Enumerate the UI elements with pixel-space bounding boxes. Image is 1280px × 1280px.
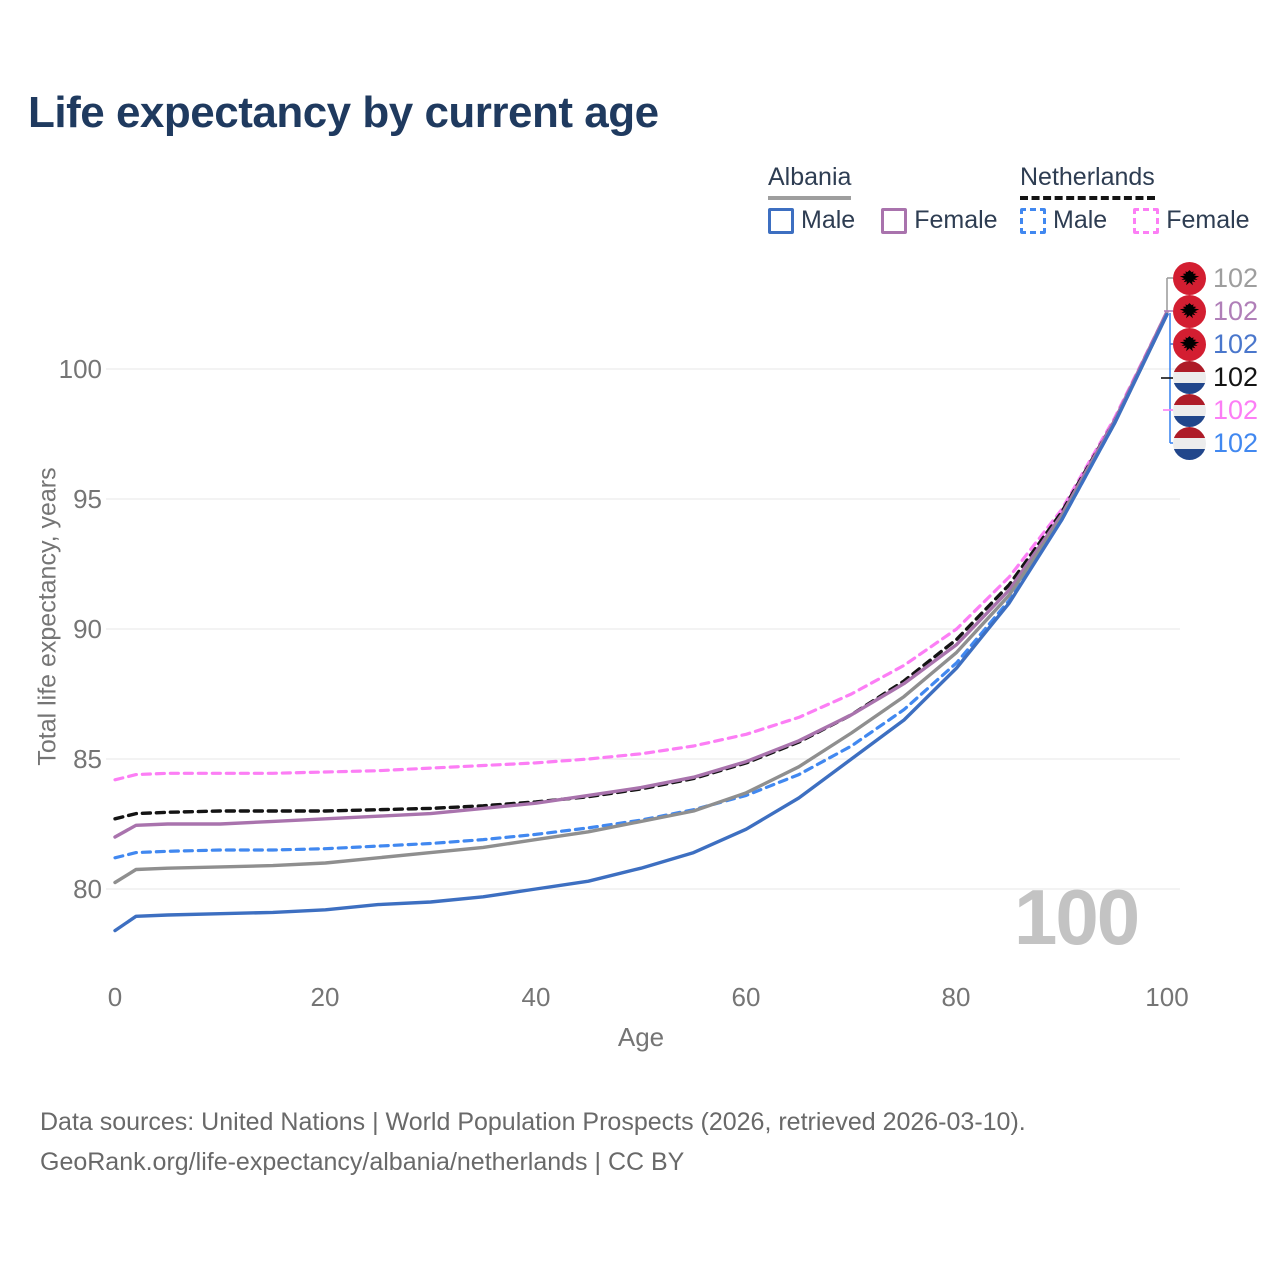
end-label-netherlands-female: 102 — [1173, 393, 1258, 427]
albania-flag-icon — [1173, 261, 1206, 295]
legend-item-netherlands-female[interactable]: Female — [1133, 206, 1250, 235]
netherlands-flag-icon — [1173, 360, 1206, 394]
legend-item-albania-male[interactable]: Male — [768, 206, 855, 235]
end-label-albania-male: 102 — [1173, 327, 1258, 361]
series-line-netherlands-female — [113, 310, 1169, 782]
legend-group-title-netherlands: Netherlands — [1020, 163, 1155, 200]
netherlands-flag-icon — [1173, 426, 1206, 460]
series-line-albania-male — [113, 312, 1169, 933]
x-tick-label: 80 — [941, 982, 971, 1012]
x-tick-label: 20 — [310, 982, 340, 1012]
x-tick-label: 0 — [107, 982, 123, 1012]
series-line-albania-female — [113, 310, 1169, 839]
netherlands-flag-icon — [1173, 393, 1206, 427]
end-value-label: 102 — [1213, 394, 1259, 425]
series-line-netherlands-total — [113, 311, 1169, 821]
page-title: Life expectancy by current age — [28, 88, 659, 137]
end-label-netherlands-total: 102 — [1173, 360, 1258, 394]
y-tick-label: 100 — [58, 354, 102, 384]
legend-item-label: Male — [1053, 206, 1108, 234]
x-tick-label: 40 — [521, 982, 551, 1012]
end-value-label: 102 — [1213, 361, 1259, 392]
end-label-albania-total: 102 — [1173, 261, 1258, 295]
end-value-label: 102 — [1213, 427, 1259, 458]
data-source-line: Data sources: United Nations | World Pop… — [40, 1108, 1026, 1136]
end-value-label: 102 — [1213, 328, 1259, 359]
series-line-albania-total — [113, 312, 1169, 885]
y-tick-label: 95 — [73, 484, 102, 514]
legend-item-netherlands-male[interactable]: Male — [1020, 206, 1107, 235]
albania-flag-icon — [1173, 294, 1206, 328]
y-tick-label: 80 — [73, 874, 102, 904]
end-value-label: 102 — [1213, 295, 1259, 326]
series-line-netherlands-male — [113, 312, 1169, 860]
attribution-link-line: GeoRank.org/life-expectancy/albania/neth… — [40, 1148, 685, 1176]
end-value-label: 102 — [1213, 262, 1259, 293]
netherlands-male-swatch-icon — [1020, 207, 1046, 234]
legend-group-albania: Albania Male Female — [768, 163, 1024, 235]
legend-item-label: Male — [801, 206, 856, 234]
end-label-netherlands-male: 102 — [1173, 426, 1258, 460]
age-watermark: 100 — [1014, 873, 1140, 961]
end-label-connectors — [1161, 277, 1173, 444]
y-axis-title: Total life expectancy, years — [33, 467, 62, 766]
legend-item-albania-female[interactable]: Female — [881, 206, 998, 235]
albania-female-swatch-icon — [881, 207, 908, 234]
y-tick-label: 85 — [73, 744, 102, 774]
legend-group-title-albania: Albania — [768, 163, 852, 200]
x-tick-label: 60 — [731, 982, 761, 1012]
y-tick-label: 90 — [73, 614, 102, 644]
gridlines — [106, 368, 1180, 890]
albania-male-swatch-icon — [768, 207, 794, 234]
legend-group-netherlands: Netherlands Male Female — [1020, 163, 1276, 235]
legend-item-label: Female — [1166, 206, 1250, 234]
x-axis-title: Age — [617, 1022, 665, 1052]
legend-item-label: Female — [914, 206, 998, 234]
albania-flag-icon — [1173, 327, 1206, 361]
x-tick-label: 100 — [1145, 982, 1189, 1012]
netherlands-female-swatch-icon — [1133, 207, 1160, 234]
end-label-albania-female: 102 — [1173, 294, 1258, 328]
